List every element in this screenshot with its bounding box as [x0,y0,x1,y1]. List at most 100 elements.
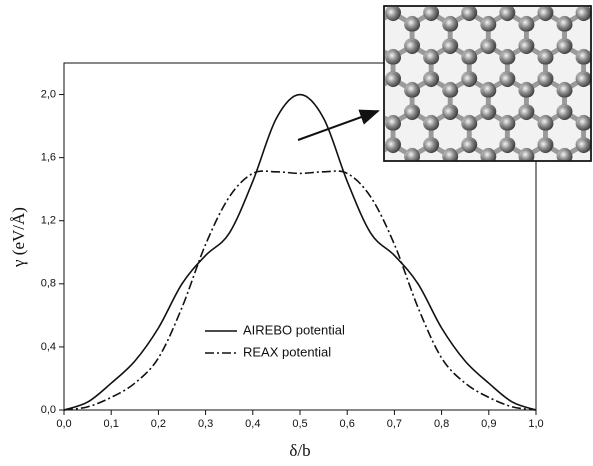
bond [584,212,593,222]
atom [425,249,439,263]
atom [501,50,516,65]
atom [330,18,344,32]
bond [374,179,392,189]
atom [577,247,591,261]
x-tick-label: 0,8 [434,418,449,430]
atom [329,214,343,228]
atom [557,236,571,250]
atom [423,249,437,263]
bond [336,245,354,255]
atom [519,238,533,252]
atom [481,214,495,228]
atom [444,236,458,250]
atom [386,73,401,88]
atom [367,82,381,96]
atom [387,50,402,65]
bond [356,47,374,57]
bond [469,177,487,187]
atom [520,83,535,98]
atom [311,269,325,283]
atom [520,17,535,32]
atom [577,116,591,131]
bond [318,78,336,88]
bond [336,210,354,220]
atom [481,280,495,294]
atom [538,203,552,217]
atom [443,280,457,294]
atom [311,51,325,65]
bond [413,243,431,253]
atom [424,139,439,154]
atom [501,203,515,217]
bond [318,144,336,154]
bond [508,245,526,255]
atom [444,17,459,32]
bond [545,243,563,253]
bond [470,179,488,189]
atom [538,269,552,283]
x-tick-label: 0,5 [292,418,307,430]
bond [432,179,450,189]
atom [519,280,533,294]
x-tick-label: 0,1 [104,418,119,430]
bond [393,212,411,222]
atom [482,236,496,250]
bond [489,243,507,253]
inset-border [383,5,592,162]
bond [431,243,449,253]
bond [488,276,506,286]
y-tick-label: 2,0 [41,88,56,100]
atom [386,181,400,195]
atom [557,106,572,121]
bond [546,276,564,286]
atom [366,170,380,184]
atom [406,170,420,184]
bond [318,276,336,286]
atom [387,116,402,131]
atom [539,50,554,65]
bond [470,210,488,220]
atom [462,7,477,22]
atom [406,216,420,230]
atom [348,49,362,63]
bond [585,179,593,189]
atom [501,269,515,283]
atom [349,51,363,65]
bond [394,245,412,255]
bond [356,245,374,255]
atom [482,170,496,184]
series-line [63,93,537,411]
atom [329,172,343,186]
bond [488,179,506,189]
atom [538,249,552,263]
atom [443,172,457,186]
bond [526,245,544,255]
bond [318,47,336,57]
atom [386,205,400,219]
atom [385,203,399,217]
atom [443,214,457,228]
atom [539,116,554,131]
atom [425,183,439,197]
bond [489,177,507,187]
atom [578,269,592,283]
bond [413,177,431,187]
atom [539,249,553,263]
atom [329,280,343,294]
bond [355,177,373,187]
atom [463,116,478,131]
atom [368,216,382,230]
atom [482,83,497,98]
bond [546,179,564,189]
atom [368,84,382,98]
atom [330,216,344,230]
atom [423,203,437,217]
graphene-inset [311,5,593,294]
atom [368,38,382,52]
bond [565,276,583,286]
atom [500,73,515,88]
bond [356,210,374,220]
atom [480,170,494,184]
bond [318,210,336,220]
